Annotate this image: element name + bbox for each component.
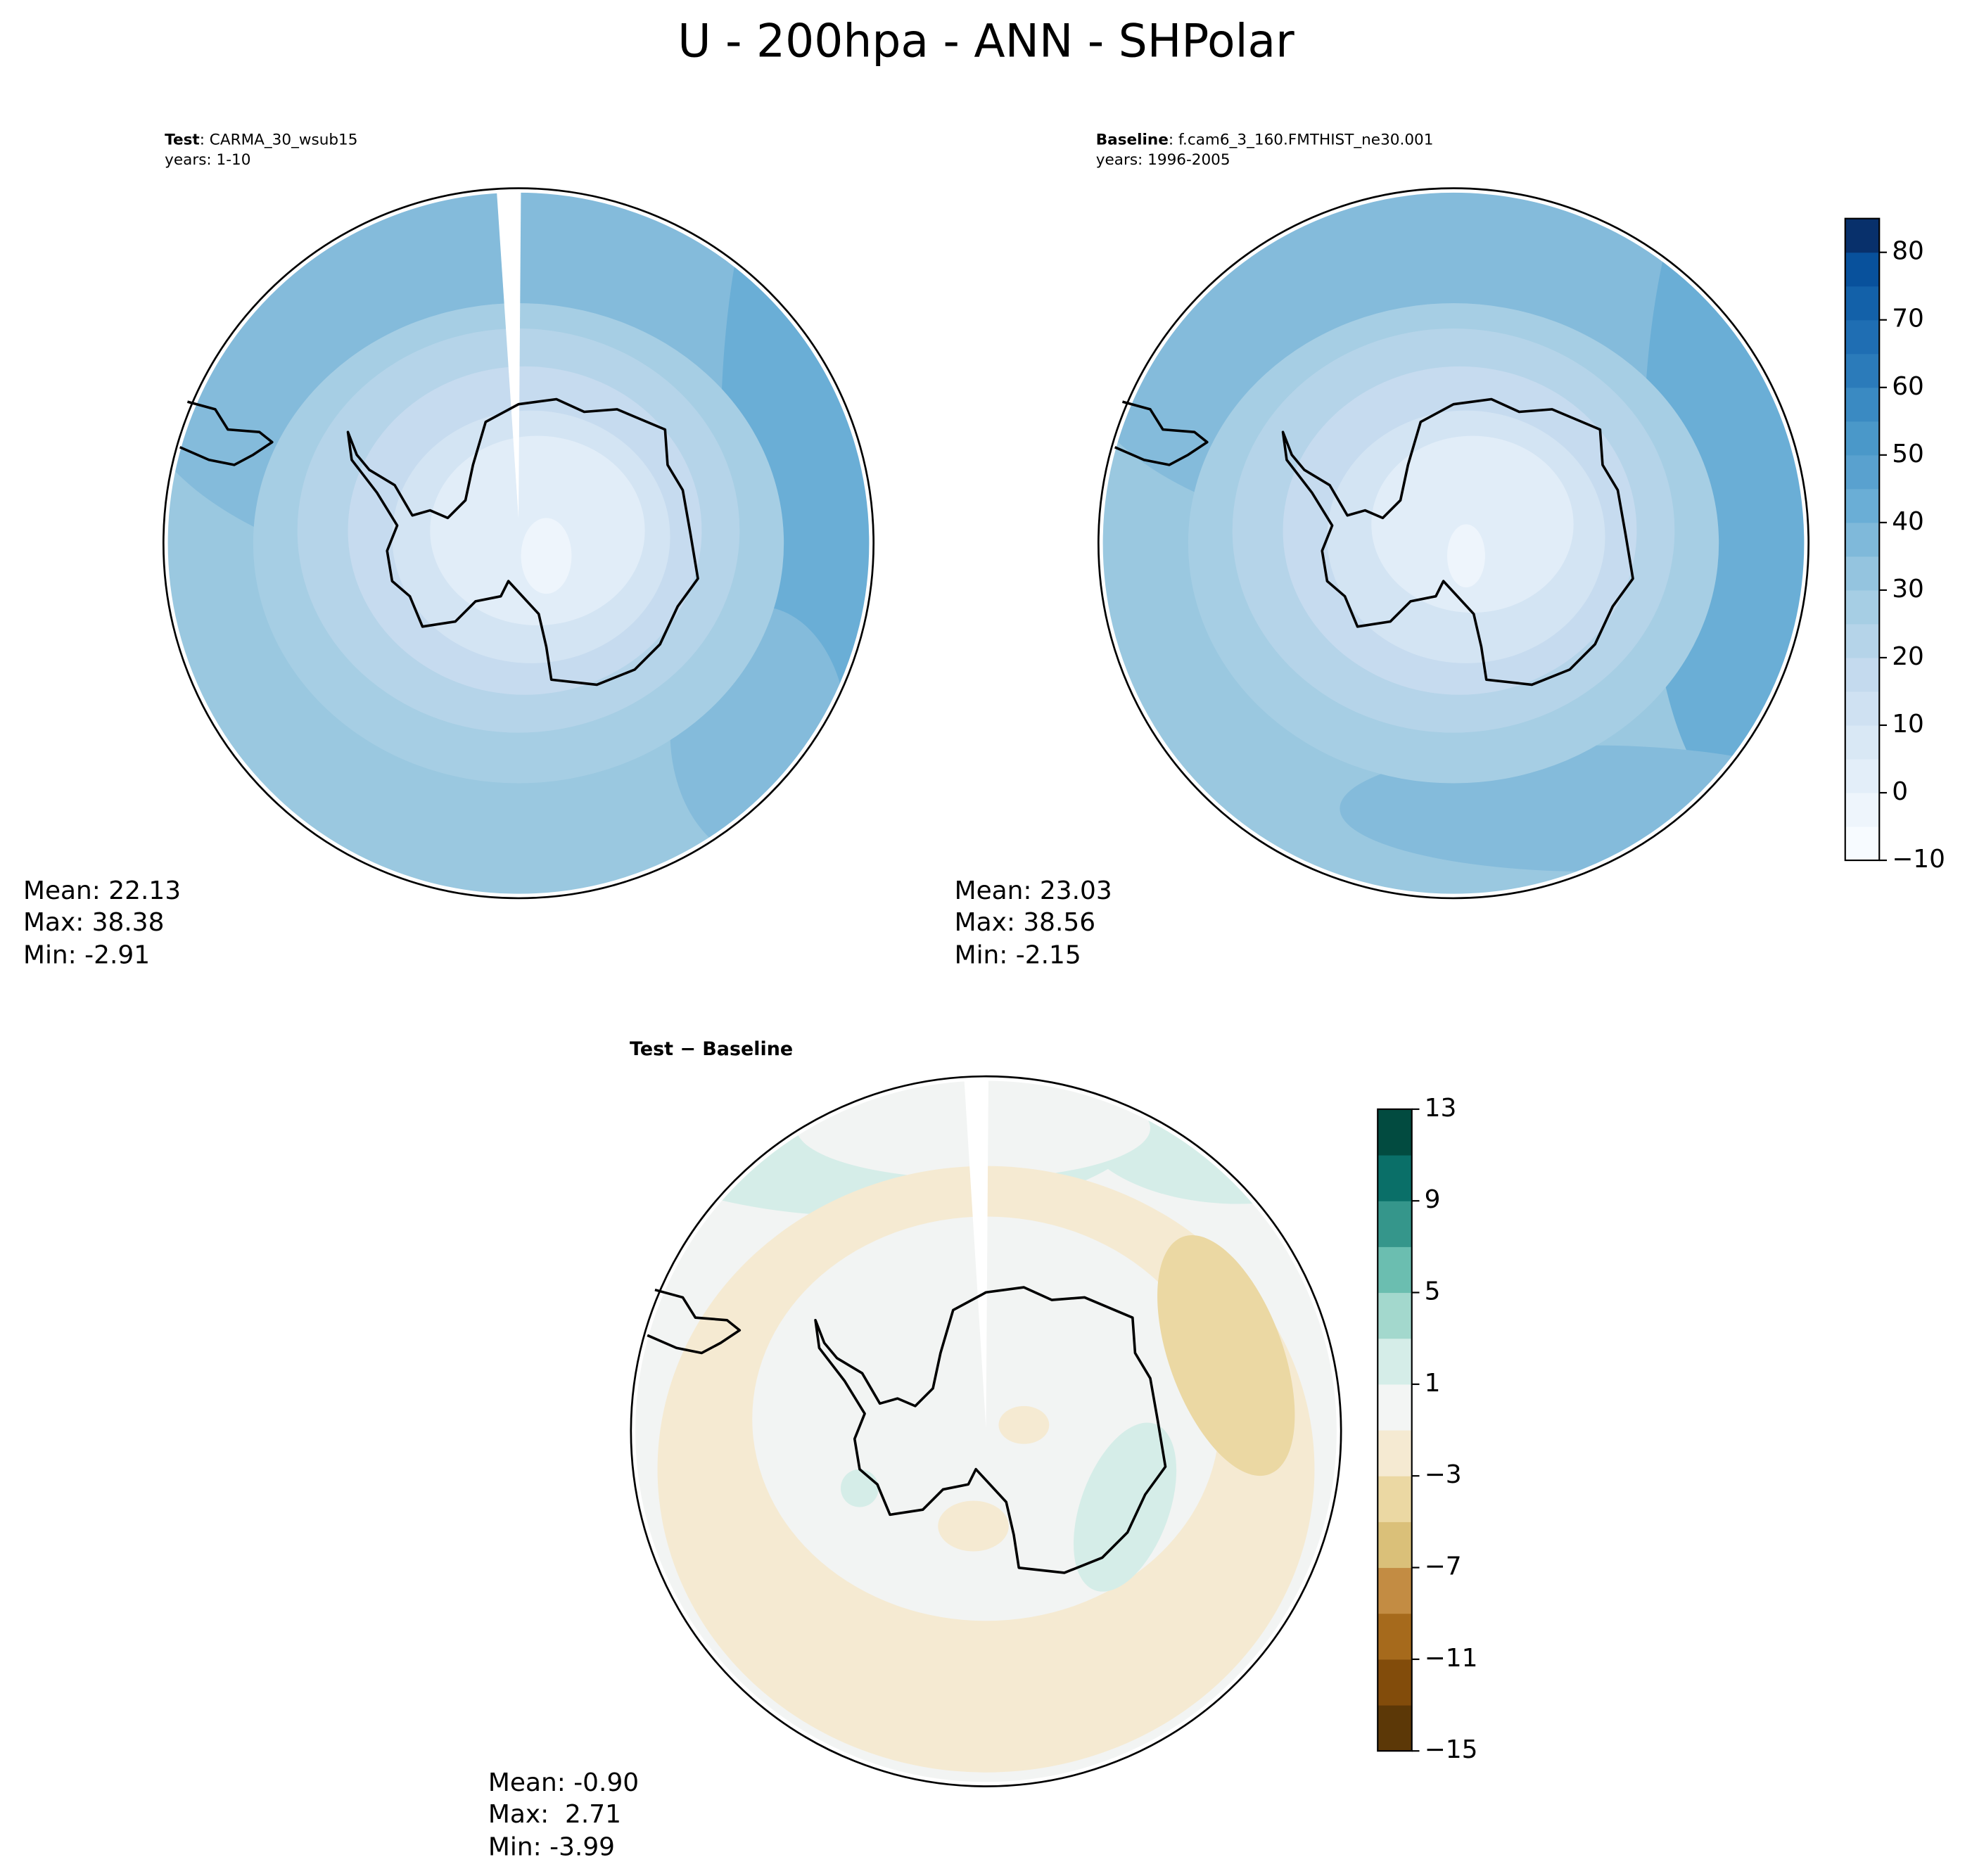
colorbar-level	[1378, 1201, 1412, 1247]
colorbar-frame	[1377, 1108, 1413, 1752]
colorbar-tick-label: 80	[1892, 237, 1924, 266]
colorbar-tick-label: 1	[1425, 1369, 1441, 1398]
colorbar-level	[1845, 218, 1880, 253]
stat: Max: 38.56	[955, 908, 1096, 937]
panel-label-bold: Baseline	[1096, 131, 1169, 148]
map	[1097, 187, 1810, 900]
colorbar-level	[1378, 1246, 1412, 1294]
colorbar-tick-label: 5	[1425, 1277, 1441, 1306]
colorbar-level	[1845, 387, 1880, 422]
stat: Mean: 22.13	[23, 876, 181, 905]
colorbar-tick-label: 10	[1892, 710, 1924, 739]
colorbar-level	[1845, 589, 1880, 625]
map	[162, 187, 875, 900]
colorbar-level	[1845, 657, 1880, 692]
colorbar-level	[1845, 556, 1880, 591]
stat: Max: 38.38	[23, 908, 165, 937]
colorbar-level	[1378, 1567, 1412, 1614]
colorbar-tick-label: 50	[1892, 440, 1924, 468]
colorbar-level	[1845, 353, 1880, 388]
colorbar-level	[1845, 421, 1880, 456]
stat: Mean: -0.90	[488, 1768, 639, 1797]
colorbar-level	[1845, 319, 1880, 355]
stat: Min: -3.99	[488, 1832, 615, 1861]
stat: Min: -2.15	[955, 941, 1081, 970]
colorbar-frame	[1844, 217, 1881, 862]
colorbar-level	[1378, 1155, 1412, 1201]
stat: Max: 2.71	[488, 1800, 621, 1829]
colorbar-tick-label: 30	[1892, 575, 1924, 604]
colorbar-tick-label: −7	[1425, 1552, 1462, 1581]
colorbar-tick-label: 13	[1425, 1094, 1457, 1123]
colorbar-level	[1378, 1109, 1412, 1156]
panel-label: Baseline: f.cam6_3_160.FMTHIST_ne30.001	[1096, 131, 1434, 148]
panel-years: years: 1-10	[165, 151, 250, 169]
panel-label-text: : f.cam6_3_160.FMTHIST_ne30.001	[1169, 131, 1434, 148]
panel-label-text: : CARMA_30_wsub15	[200, 131, 358, 148]
colorbar-level	[1378, 1521, 1412, 1569]
colorbar-tick-label: 0	[1892, 777, 1908, 806]
colorbar-tick-label: −10	[1892, 845, 1945, 874]
colorbar-tick-label: 40	[1892, 507, 1924, 536]
colorbar-level	[1378, 1292, 1412, 1339]
colorbar-level	[1845, 488, 1880, 523]
colorbar-tick-label: −3	[1425, 1460, 1462, 1489]
colorbar-level	[1378, 1613, 1412, 1660]
stat: Min: -2.91	[23, 941, 150, 970]
colorbar-level	[1845, 522, 1880, 557]
colorbar-tick-label: 60	[1892, 372, 1924, 401]
colorbar-tick-label: 70	[1892, 305, 1924, 333]
colorbar-level	[1845, 286, 1880, 321]
colorbar-level	[1845, 454, 1880, 490]
colorbar-level	[1845, 793, 1880, 827]
colorbar-level	[1378, 1659, 1412, 1706]
colorbar-level	[1845, 758, 1880, 793]
panel-label: Test − Baseline	[630, 1038, 793, 1060]
colorbar-level	[1845, 725, 1880, 760]
colorbar-level	[1845, 827, 1880, 861]
colorbar-tick-label: 9	[1425, 1185, 1441, 1214]
colorbar-level	[1845, 691, 1880, 726]
stat: Mean: 23.03	[955, 876, 1112, 905]
colorbar-tick-label: −15	[1425, 1735, 1478, 1764]
colorbar-level	[1378, 1430, 1412, 1476]
colorbar-tick-label: 20	[1892, 642, 1924, 671]
panel-years: years: 1996-2005	[1096, 151, 1230, 169]
colorbar-level	[1845, 252, 1880, 287]
colorbar-level	[1845, 623, 1880, 658]
figure-title: U - 200hpa - ANN - SHPolar	[678, 15, 1294, 68]
panel-label: Test: CARMA_30_wsub15	[165, 131, 357, 148]
colorbar-level	[1378, 1476, 1412, 1522]
colorbar-level	[1378, 1384, 1412, 1431]
colorbar-level	[1378, 1338, 1412, 1385]
colorbar-tick-label: −11	[1425, 1644, 1478, 1673]
colorbar-level	[1378, 1705, 1412, 1751]
panel-label-bold: Test	[165, 131, 200, 148]
map	[630, 1075, 1342, 1787]
